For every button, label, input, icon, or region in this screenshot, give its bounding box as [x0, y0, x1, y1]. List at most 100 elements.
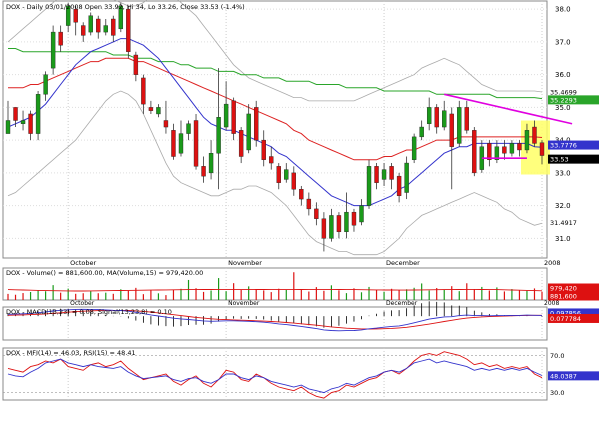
price-candle-body: [291, 172, 297, 190]
price-candle-body: [20, 120, 26, 124]
price-candle-body: [96, 18, 101, 33]
price-candle-body: [509, 143, 515, 154]
price-candle-body: [171, 130, 176, 157]
price-ytick-label: 35.0: [555, 104, 571, 112]
price-label-ma-blue-bg: [548, 140, 599, 150]
price-label-ma-blue: 33.7776: [550, 142, 577, 150]
price-candle-body: [103, 25, 108, 33]
price-candle-body: [396, 175, 402, 196]
price-label-bb-lower-bg: [548, 217, 599, 227]
price-candle-body: [472, 130, 477, 174]
bollinger-lower-line: [7, 90, 543, 256]
macd-panel-title: DOX - MACD(13,23) = 0.08, Signal(13,23,8…: [6, 308, 172, 316]
price-candle-body: [186, 123, 191, 134]
price-candle-body: [111, 18, 116, 36]
price-label-bb-upper-bg: [548, 87, 599, 97]
volume-x-label: November: [228, 300, 260, 307]
price-candle-body: [389, 166, 394, 180]
price-candle-body: [163, 120, 169, 128]
price-candle-body: [336, 215, 342, 233]
price-candle-body: [231, 100, 236, 134]
price-candle-body: [148, 107, 154, 111]
price-candle-body: [208, 153, 214, 174]
price-candle-body: [178, 133, 184, 154]
price-ytick-label: 32.0: [555, 202, 571, 210]
price-candle-body: [464, 107, 469, 131]
price-candle-body: [434, 107, 439, 128]
mfi-label-30: 30.0: [550, 389, 564, 397]
price-candle-body: [223, 103, 229, 128]
price-candle-body: [532, 126, 537, 144]
price-candle-body: [426, 107, 432, 124]
macd-signal-line: [7, 309, 542, 330]
price-candle-body: [193, 120, 199, 167]
price-candle-body: [118, 5, 124, 30]
price-candle-body: [141, 77, 146, 105]
price-ytick-label: 36.0: [555, 71, 571, 79]
price-candle-body: [299, 189, 304, 200]
price-candle-body: [261, 139, 266, 160]
price-candle-body: [539, 142, 545, 156]
price-label-ma-green: 35.2293: [550, 96, 577, 104]
mfi-label-rsi-bg: [548, 371, 599, 381]
volume-label-current-bg: [548, 291, 599, 301]
price-candle-body: [81, 25, 86, 36]
price-candle-body: [276, 166, 281, 183]
price-candle-body: [502, 146, 507, 154]
volume-ma-line: [7, 288, 543, 292]
price-label-ma-green-bg: [548, 95, 599, 105]
ma-blue-line: [7, 38, 543, 207]
price-candle-body: [5, 120, 11, 134]
mfi-panel-frame: [2, 347, 548, 401]
price-candle-body: [65, 5, 71, 26]
volume-label-ma-bg: [548, 283, 599, 293]
rsi-line: [7, 358, 543, 394]
price-candle-body: [419, 126, 424, 138]
price-candle-body: [201, 166, 206, 177]
price-candle-body: [524, 130, 530, 151]
macd-label-macd-bg: [548, 308, 599, 318]
price-x-label: December: [386, 259, 420, 267]
volume-label-ma: 979,420: [550, 285, 577, 293]
price-ytick-label: 37.0: [555, 38, 571, 46]
price-candle-body: [126, 8, 131, 52]
price-candle-body: [246, 113, 251, 151]
price-ytick-label: 31.0: [555, 235, 571, 243]
price-candle-body: [449, 113, 454, 147]
price-candle-body: [50, 31, 56, 69]
price-candle-body: [13, 107, 18, 121]
price-candle-body: [457, 107, 462, 144]
price-candle-body: [344, 211, 349, 233]
price-label-bb-upper: 35.4699: [550, 89, 577, 97]
price-candle-body: [88, 15, 93, 33]
volume-x-label: December: [386, 300, 418, 307]
price-candle-body: [253, 107, 259, 141]
price-candle-body: [381, 169, 387, 180]
price-candle-body: [411, 136, 417, 160]
price-x-label: October: [70, 259, 96, 267]
price-candle-body: [306, 198, 312, 210]
price-candle-body: [216, 117, 221, 154]
price-candle-body: [28, 113, 33, 134]
price-label-close: 33.53: [550, 156, 569, 164]
price-candle-body: [133, 54, 139, 75]
price-candle-body: [156, 107, 161, 115]
price-x-label: 2008: [544, 259, 561, 267]
price-candle-body: [321, 218, 327, 239]
price-candle-body: [494, 146, 500, 160]
price-ytick-label: 38.0: [555, 6, 571, 14]
macd-line: [7, 308, 543, 332]
price-candle-body: [366, 166, 372, 206]
bollinger-upper-line: [7, 0, 543, 102]
price-candle-body: [359, 205, 364, 223]
mfi-label-rsi: 48.0387: [550, 372, 577, 380]
mfi-label-70: 70.0: [550, 352, 564, 360]
ma-green-line: [8, 48, 543, 100]
price-label-close-bg: [548, 154, 599, 164]
price-candle-body: [404, 162, 409, 193]
macd-label-signal: 0.077784: [550, 315, 581, 323]
price-x-label: November: [228, 259, 262, 267]
volume-label-current: 881,600: [550, 293, 577, 301]
macd-label-signal-bg: [548, 313, 599, 323]
